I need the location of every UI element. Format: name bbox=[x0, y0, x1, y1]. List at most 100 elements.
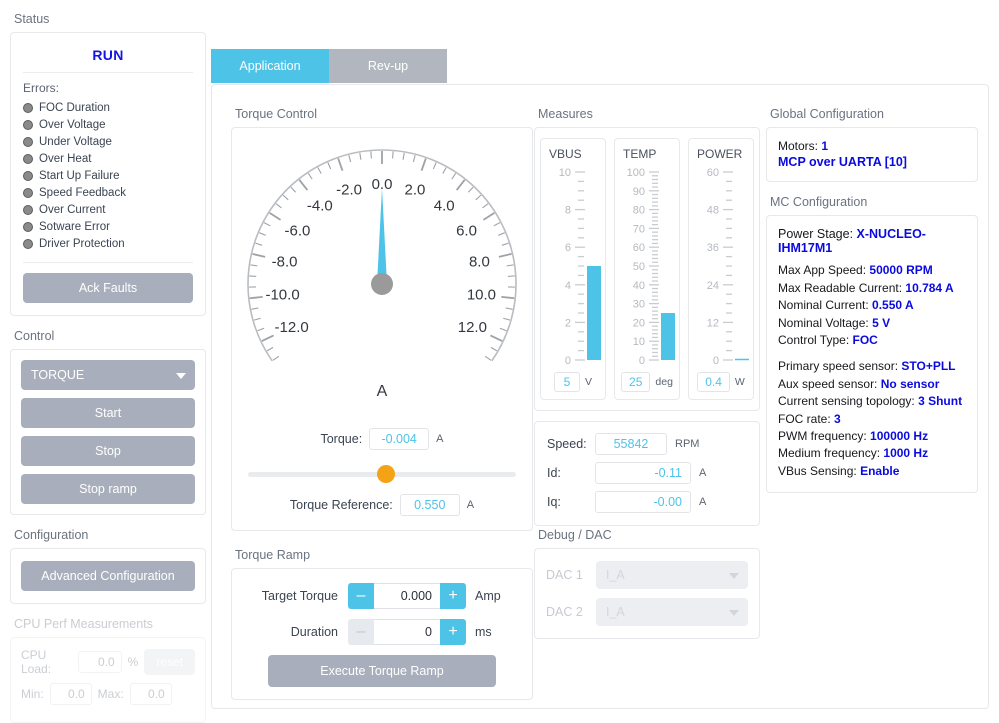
measure-bar-value: 5 bbox=[554, 372, 580, 392]
global-configuration-panel: Motors: 1 MCP over UARTA [10] bbox=[766, 127, 978, 182]
global-configuration-label: Global Configuration bbox=[766, 107, 978, 127]
mc-configuration-label: MC Configuration bbox=[766, 195, 978, 215]
advanced-configuration-button[interactable]: Advanced Configuration bbox=[21, 561, 195, 591]
configuration-panel: Advanced Configuration bbox=[10, 548, 206, 604]
svg-text:10: 10 bbox=[559, 167, 571, 179]
ack-faults-wrap: Ack Faults bbox=[23, 262, 193, 303]
mc-config-line: PWM frequency: 100000 Hz bbox=[778, 428, 966, 445]
ramp-value-input[interactable]: 0 bbox=[374, 619, 440, 645]
svg-text:36: 36 bbox=[707, 242, 719, 254]
ramp-increment-button[interactable]: + bbox=[440, 619, 466, 645]
dac-select[interactable]: I_A bbox=[596, 598, 748, 626]
measure-bar-value: 0.4 bbox=[697, 372, 730, 392]
measure-bar-unit: V bbox=[585, 376, 592, 388]
cpu-load-row: CPU Load: 0.0 % reset bbox=[21, 648, 195, 676]
torque-ramp-panel: Target Torque–0.000+Amp Duration–0+ms Exe… bbox=[231, 568, 533, 700]
control-mode-select[interactable]: TORQUE bbox=[21, 360, 195, 390]
svg-text:-8.0: -8.0 bbox=[272, 253, 298, 270]
torque-ramp-row: Duration–0+ms bbox=[244, 619, 520, 645]
torque-reference-row: Torque Reference: 0.550 A bbox=[242, 494, 522, 516]
execute-torque-ramp-button[interactable]: Execute Torque Ramp bbox=[268, 655, 496, 687]
svg-text:-12.0: -12.0 bbox=[275, 319, 309, 336]
cpu-max-value[interactable]: 0.0 bbox=[130, 683, 172, 705]
error-label: Under Voltage bbox=[39, 136, 112, 148]
cpu-min-value[interactable]: 0.0 bbox=[50, 683, 92, 705]
measure-bar-value: 25 bbox=[621, 372, 650, 392]
tab-rev-up[interactable]: Rev-up bbox=[329, 49, 447, 83]
mc-config-value: 0.550 A bbox=[872, 298, 914, 312]
stop-button[interactable]: Stop bbox=[21, 436, 195, 466]
mc-config-line: Aux speed sensor: No sensor bbox=[778, 376, 966, 393]
ramp-row-unit: Amp bbox=[466, 589, 501, 603]
svg-text:100: 100 bbox=[627, 167, 645, 179]
torque-reference-slider[interactable] bbox=[248, 465, 516, 483]
measure-readout-unit: A bbox=[699, 496, 706, 508]
measure-bar-unit: W bbox=[735, 376, 745, 388]
motors-label: Motors: bbox=[778, 139, 818, 153]
ramp-row-unit: ms bbox=[466, 625, 492, 639]
error-label: Over Heat bbox=[39, 153, 91, 165]
tab-application[interactable]: Application bbox=[211, 49, 329, 83]
error-row: Speed Feedback bbox=[23, 184, 193, 201]
start-button[interactable]: Start bbox=[21, 398, 195, 428]
svg-text:6: 6 bbox=[565, 242, 571, 254]
ack-faults-button[interactable]: Ack Faults bbox=[23, 273, 193, 303]
torque-reference-label: Torque Reference: bbox=[290, 498, 393, 512]
torque-ramp-row: Target Torque–0.000+Amp bbox=[244, 583, 520, 609]
torque-readout-row: Torque: -0.004 A bbox=[242, 428, 522, 450]
svg-text:10.0: 10.0 bbox=[467, 287, 496, 304]
cpu-perf-panel: CPU Load: 0.0 % reset Min: 0.0 Max: 0.0 bbox=[10, 637, 206, 723]
svg-text:A: A bbox=[377, 383, 388, 400]
torque-ramp-label: Torque Ramp bbox=[231, 548, 533, 568]
mc-config-line: Max Readable Current: 10.784 A bbox=[778, 280, 966, 297]
global-config-link[interactable]: MCP over UARTA [10] bbox=[778, 155, 966, 169]
svg-text:20: 20 bbox=[633, 317, 645, 329]
ramp-decrement-button[interactable]: – bbox=[348, 619, 374, 645]
control-mode-value: TORQUE bbox=[31, 368, 84, 382]
mc-config-key: Medium frequency: bbox=[778, 446, 880, 460]
dac-select[interactable]: I_A bbox=[596, 561, 748, 589]
svg-text:0: 0 bbox=[639, 355, 645, 366]
measure-readout-value: 55842 bbox=[595, 433, 667, 455]
motors-value: 1 bbox=[821, 139, 828, 153]
stop-ramp-button[interactable]: Stop ramp bbox=[21, 474, 195, 504]
slider-thumb[interactable] bbox=[377, 465, 395, 483]
torque-ramp-rows: Target Torque–0.000+Amp Duration–0+ms bbox=[244, 583, 520, 645]
mc-config-value: 3 bbox=[834, 412, 841, 426]
cpu-load-value[interactable]: 0.0 bbox=[78, 651, 122, 673]
mc-config-key: Max Readable Current: bbox=[778, 281, 902, 295]
cpu-perf-section-label: CPU Perf Measurements bbox=[10, 617, 206, 637]
error-row: Over Voltage bbox=[23, 116, 193, 133]
torque-reference-value[interactable]: 0.550 bbox=[400, 494, 460, 516]
cpu-reset-button[interactable]: reset bbox=[144, 649, 195, 675]
power-stage-label: Power Stage: bbox=[778, 227, 853, 241]
mc-configuration-panel: Power Stage: X-NUCLEO-IHM17M1 Max App Sp… bbox=[766, 215, 978, 493]
ramp-increment-button[interactable]: + bbox=[440, 583, 466, 609]
svg-text:-4.0: -4.0 bbox=[307, 198, 333, 215]
error-label: Driver Protection bbox=[39, 238, 125, 250]
chevron-down-icon bbox=[729, 610, 739, 616]
error-label: Over Voltage bbox=[39, 119, 105, 131]
svg-text:70: 70 bbox=[633, 223, 645, 235]
mc-config-key: Nominal Voltage: bbox=[778, 316, 869, 330]
mc-config-key: Nominal Current: bbox=[778, 298, 869, 312]
svg-text:80: 80 bbox=[633, 205, 645, 217]
cpu-min-label: Min: bbox=[21, 687, 44, 701]
ramp-stepper: –0.000+ bbox=[348, 583, 466, 609]
mc-config-line: VBus Sensing: Enable bbox=[778, 463, 966, 480]
dac-value: I_A bbox=[606, 605, 625, 619]
ramp-value-input[interactable]: 0.000 bbox=[374, 583, 440, 609]
cpu-load-label: CPU Load: bbox=[21, 648, 72, 676]
error-led-icon bbox=[23, 239, 33, 249]
ramp-stepper: –0+ bbox=[348, 619, 466, 645]
mc-config-value: No sensor bbox=[881, 377, 940, 391]
ramp-decrement-button[interactable]: – bbox=[348, 583, 374, 609]
